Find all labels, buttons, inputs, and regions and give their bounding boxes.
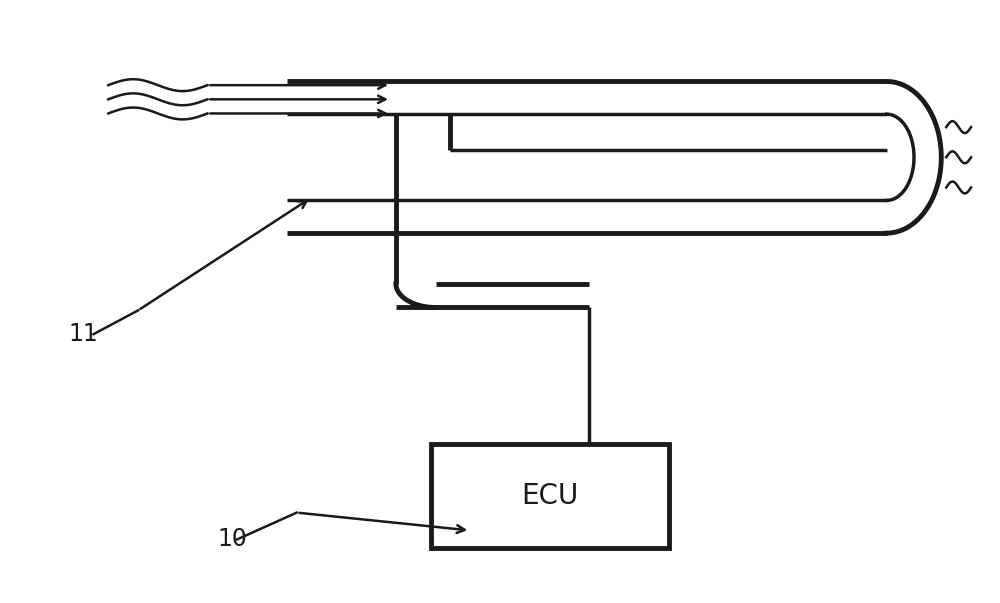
Text: ECU: ECU: [521, 482, 578, 510]
Text: 10: 10: [217, 528, 247, 551]
Bar: [431, 444, 669, 548]
Text: 11: 11: [69, 322, 98, 346]
